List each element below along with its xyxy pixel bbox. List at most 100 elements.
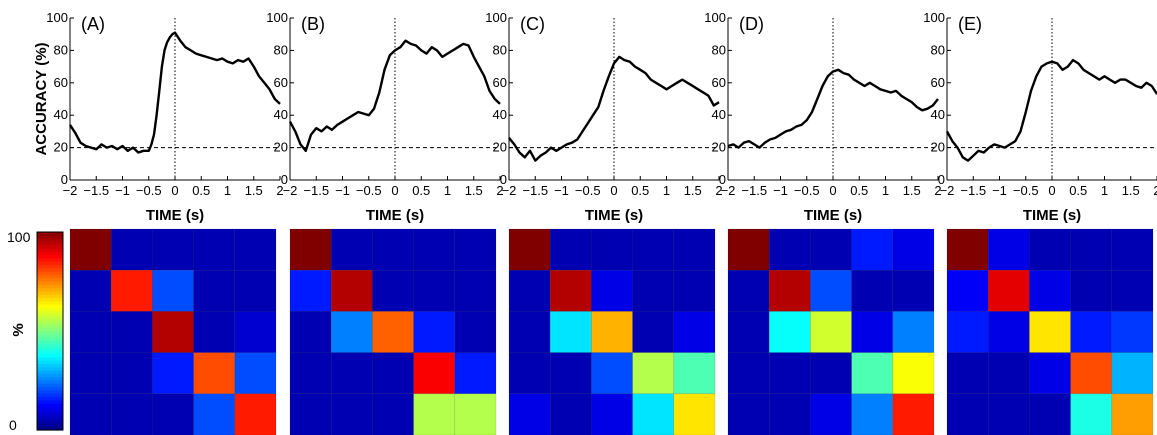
x-tick-label: 2 <box>715 183 722 198</box>
confusion-cell <box>413 311 456 353</box>
confusion-cell <box>810 228 852 271</box>
colorbar-segment <box>37 291 63 296</box>
confusion-cell <box>289 269 332 312</box>
confusion-cell <box>372 269 414 312</box>
confusion-cell <box>727 311 770 353</box>
x-tick-label: 0 <box>1048 183 1055 198</box>
confusion-cell <box>946 393 989 435</box>
confusion-cell <box>673 311 716 353</box>
colorbar-segment <box>37 393 63 398</box>
x-tick-label: −0.5 <box>136 183 162 198</box>
confusion-cell <box>234 352 277 395</box>
y-tick-label: 80 <box>54 42 68 57</box>
colorbar-tick-label: 100 <box>7 229 31 245</box>
confusion-cell <box>1070 311 1113 353</box>
confusion-cell <box>110 228 153 271</box>
colorbar-segment <box>37 354 63 358</box>
confusion-cell <box>591 228 633 271</box>
confusion-cell <box>851 228 894 271</box>
confusion-cell <box>727 352 770 395</box>
colorbar-segment <box>37 251 63 256</box>
confusion-cell <box>193 228 236 271</box>
confusion-cell <box>892 311 935 353</box>
x-tick-label: −2 <box>721 183 736 198</box>
y-axis-label: ACCURACY (%) <box>33 42 50 155</box>
accuracy-series-line <box>68 31 281 154</box>
x-axis-label: TIME (s) <box>146 207 204 224</box>
confusion-cell <box>1070 352 1113 395</box>
confusion-cell <box>727 269 770 312</box>
confusion-cell <box>768 352 811 395</box>
colorbar-segment <box>37 390 63 395</box>
x-tick-label: −2 <box>502 183 517 198</box>
confusion-cell <box>768 228 811 271</box>
confusion-cell <box>508 311 551 353</box>
confusion-cell <box>549 393 592 435</box>
x-tick-label: −2 <box>283 183 298 198</box>
colorbar-segment <box>37 241 63 246</box>
confusion-cell <box>946 352 989 395</box>
x-tick-label: 0.5 <box>192 183 210 198</box>
colorbar-segment <box>37 298 63 302</box>
x-tick-label: −0.5 <box>356 183 382 198</box>
confusion-cell <box>330 311 373 353</box>
confusion-cell <box>69 228 112 271</box>
confusion-cell <box>454 269 497 312</box>
x-tick-label: 1 <box>663 183 670 198</box>
x-tick-label: −1 <box>773 183 788 198</box>
x-tick-label: −1.5 <box>83 183 109 198</box>
confusion-cell <box>632 311 675 353</box>
confusion-cell <box>289 393 332 435</box>
colorbar-segment <box>37 397 63 401</box>
colorbar-segment <box>37 271 63 276</box>
confusion-cell <box>673 269 716 312</box>
confusion-cell <box>69 352 112 395</box>
confusion-cell <box>1070 269 1113 312</box>
y-tick-label: 80 <box>493 42 507 57</box>
confusion-cell <box>193 269 236 312</box>
y-tick-label: 100 <box>266 10 288 25</box>
confusion-cell <box>810 393 852 435</box>
confusion-cell <box>454 311 497 353</box>
confusion-cell <box>508 269 551 312</box>
colorbar-segment <box>37 317 63 322</box>
colorbar-segment <box>37 357 63 362</box>
x-tick-label: 1 <box>444 183 451 198</box>
confusion-cell <box>372 352 414 395</box>
confusion-cell <box>549 311 592 353</box>
confusion-cell <box>1111 228 1154 271</box>
confusion-cell <box>892 228 935 271</box>
x-tick-label: −1 <box>115 183 130 198</box>
x-tick-label: 1 <box>1101 183 1108 198</box>
colorbar-segment <box>37 406 63 411</box>
x-axis-label: TIME (s) <box>366 207 424 224</box>
y-tick-label: 100 <box>46 10 68 25</box>
confusion-cell <box>768 393 811 435</box>
confusion-cell <box>892 393 935 435</box>
y-tick-label: 40 <box>54 107 68 122</box>
x-tick-label: 1 <box>882 183 889 198</box>
confusion-cell <box>673 393 716 435</box>
confusion-cell <box>413 269 456 312</box>
colorbar-segment <box>37 347 63 352</box>
confusion-cell <box>454 352 497 395</box>
x-tick-label: 1.5 <box>465 183 483 198</box>
confusion-cell <box>632 393 675 435</box>
confusion-cell <box>1029 269 1071 312</box>
confusion-cell <box>727 228 770 271</box>
colorbar-segment <box>37 235 63 240</box>
colorbar-segment <box>37 307 63 312</box>
confusion-cell <box>234 393 277 435</box>
confusion-cell <box>330 352 373 395</box>
confusion-cell <box>946 228 989 271</box>
confusion-cell <box>1111 393 1154 435</box>
confusion-cell <box>193 393 236 435</box>
panel-label: (A) <box>81 14 105 34</box>
x-tick-label: 0 <box>171 183 178 198</box>
colorbar-segment <box>37 288 63 292</box>
x-tick-label: −1.5 <box>303 183 329 198</box>
colorbar-segment <box>37 294 63 299</box>
confusion-cell <box>372 311 414 353</box>
colorbar-frame <box>36 231 64 431</box>
colorbar-segment <box>37 324 63 329</box>
